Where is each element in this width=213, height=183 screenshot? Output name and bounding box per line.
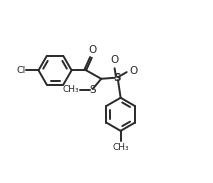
Text: O: O	[130, 66, 138, 76]
Text: O: O	[88, 45, 96, 55]
Text: CH₃: CH₃	[112, 143, 129, 152]
Text: CH₃: CH₃	[63, 85, 79, 94]
Text: Cl: Cl	[16, 66, 26, 75]
Text: O: O	[111, 55, 119, 65]
Text: S: S	[113, 73, 121, 83]
Text: S: S	[89, 85, 96, 96]
